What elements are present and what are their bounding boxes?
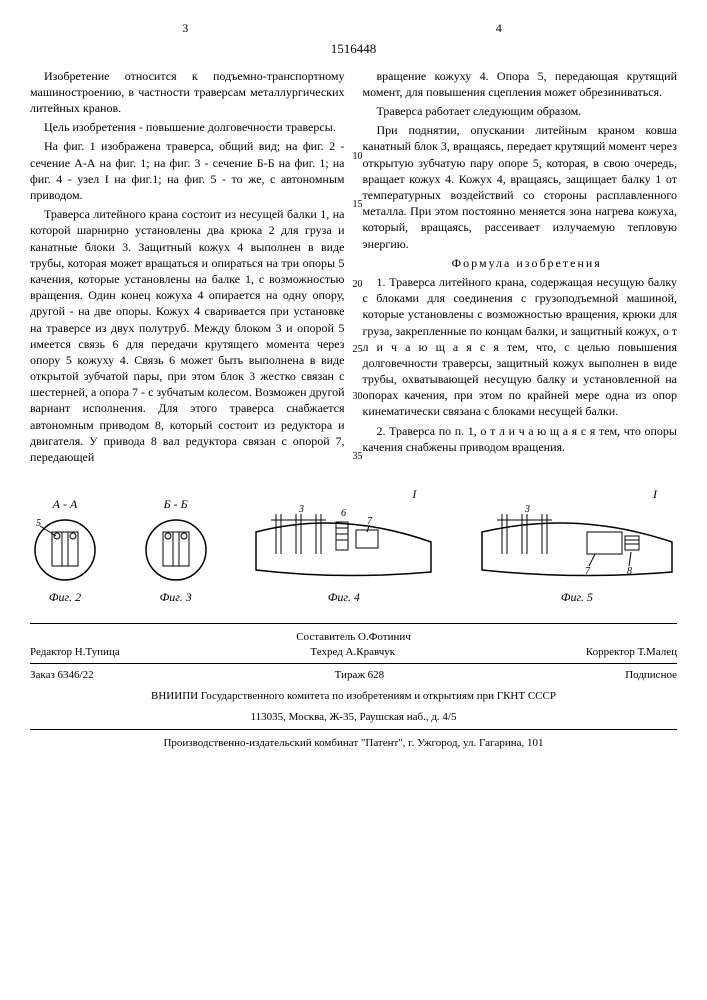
line-number: 30 bbox=[353, 390, 363, 404]
left-column: Изобретение относится к подъемно-транспо… bbox=[30, 68, 345, 469]
organization: ВНИИПИ Государственного комитета по изоб… bbox=[30, 689, 677, 704]
footer: Составитель О.Фотинич Редактор Н.Тупица … bbox=[30, 623, 677, 751]
page-header: 3 4 bbox=[30, 20, 677, 40]
callout-7: 7 bbox=[367, 516, 373, 527]
fig4-drawing: 3 6 7 bbox=[251, 502, 436, 582]
paragraph: При поднятии, опускании литейным краном … bbox=[363, 122, 678, 252]
paragraph: Изобретение относится к подъемно-транспо… bbox=[30, 68, 345, 117]
callout-8: 8 bbox=[627, 566, 632, 577]
line-number: 35 bbox=[353, 450, 363, 464]
formula-title: Формула изобретения bbox=[363, 255, 678, 271]
fig5-label: Фиг. 5 bbox=[477, 589, 677, 605]
claim-1: 1. Траверса литейного крана, содержащая … bbox=[363, 274, 678, 420]
figure-3: Б - Б Фиг. 3 bbox=[141, 496, 211, 605]
paragraph: Траверса работает следующим образом. bbox=[363, 103, 678, 119]
fig2-label: Фиг. 2 bbox=[30, 589, 100, 605]
compiler: Составитель О.Фотинич bbox=[30, 630, 677, 645]
page-number-right: 4 bbox=[344, 20, 655, 36]
corrector: Корректор Т.Малец bbox=[586, 645, 677, 660]
line-number: 15 bbox=[353, 198, 363, 212]
line-number: 20 bbox=[353, 278, 363, 292]
figure-4: I 3 6 7 Фиг. 4 bbox=[251, 486, 436, 605]
section-label-bb: Б - Б bbox=[141, 496, 211, 512]
line-number: 10 bbox=[353, 150, 363, 164]
fig5-drawing: 3 7 8 bbox=[477, 502, 677, 582]
claim-2: 2. Траверса по п. 1, о т л и ч а ю щ а я… bbox=[363, 423, 678, 455]
fig3-label: Фиг. 3 bbox=[141, 589, 211, 605]
address-2: Производственно-издательский комбинат "П… bbox=[30, 736, 677, 751]
section-label-aa: А - А bbox=[30, 496, 100, 512]
figure-2: А - А 5 Фиг. 2 bbox=[30, 496, 100, 605]
callout-3b: 3 bbox=[524, 504, 530, 515]
node-label-I-2: I bbox=[477, 486, 677, 502]
fig2-drawing: 5 bbox=[30, 512, 100, 582]
subscription: Подписное bbox=[625, 668, 677, 683]
fig4-label: Фиг. 4 bbox=[251, 589, 436, 605]
callout-3: 3 bbox=[298, 504, 304, 515]
divider bbox=[30, 729, 677, 730]
tech-editor: Техред А.Кравчук bbox=[310, 645, 395, 660]
paragraph: На фиг. 1 изображена траверса, общий вид… bbox=[30, 138, 345, 203]
figures-row: А - А 5 Фиг. 2 Б - Б Фиг. 3 I bbox=[30, 486, 677, 605]
figure-5: I 3 7 8 Фиг. 5 bbox=[477, 486, 677, 605]
paragraph: Траверса литейного крана состоит из несу… bbox=[30, 206, 345, 465]
page-number-left: 3 bbox=[30, 20, 341, 36]
line-number: 25 bbox=[353, 343, 363, 357]
paragraph: Цель изобретения - повышение долговечнос… bbox=[30, 119, 345, 135]
right-column: 10 15 20 25 30 35 вращение кожуху 4. Опо… bbox=[363, 68, 678, 469]
tirage: Тираж 628 bbox=[335, 668, 385, 683]
fig3-drawing bbox=[141, 512, 211, 582]
node-label-I: I bbox=[251, 486, 436, 502]
paragraph: вращение кожуху 4. Опора 5, передающая к… bbox=[363, 68, 678, 100]
address-1: 113035, Москва, Ж-35, Раушская наб., д. … bbox=[30, 710, 677, 725]
order-number: Заказ 6346/22 bbox=[30, 668, 94, 683]
divider bbox=[30, 663, 677, 664]
callout-6: 6 bbox=[341, 508, 346, 519]
editor: Редактор Н.Тупица bbox=[30, 645, 120, 660]
callout-5: 5 bbox=[36, 518, 41, 529]
text-columns: Изобретение относится к подъемно-транспо… bbox=[30, 68, 677, 469]
document-id: 1516448 bbox=[30, 40, 677, 58]
